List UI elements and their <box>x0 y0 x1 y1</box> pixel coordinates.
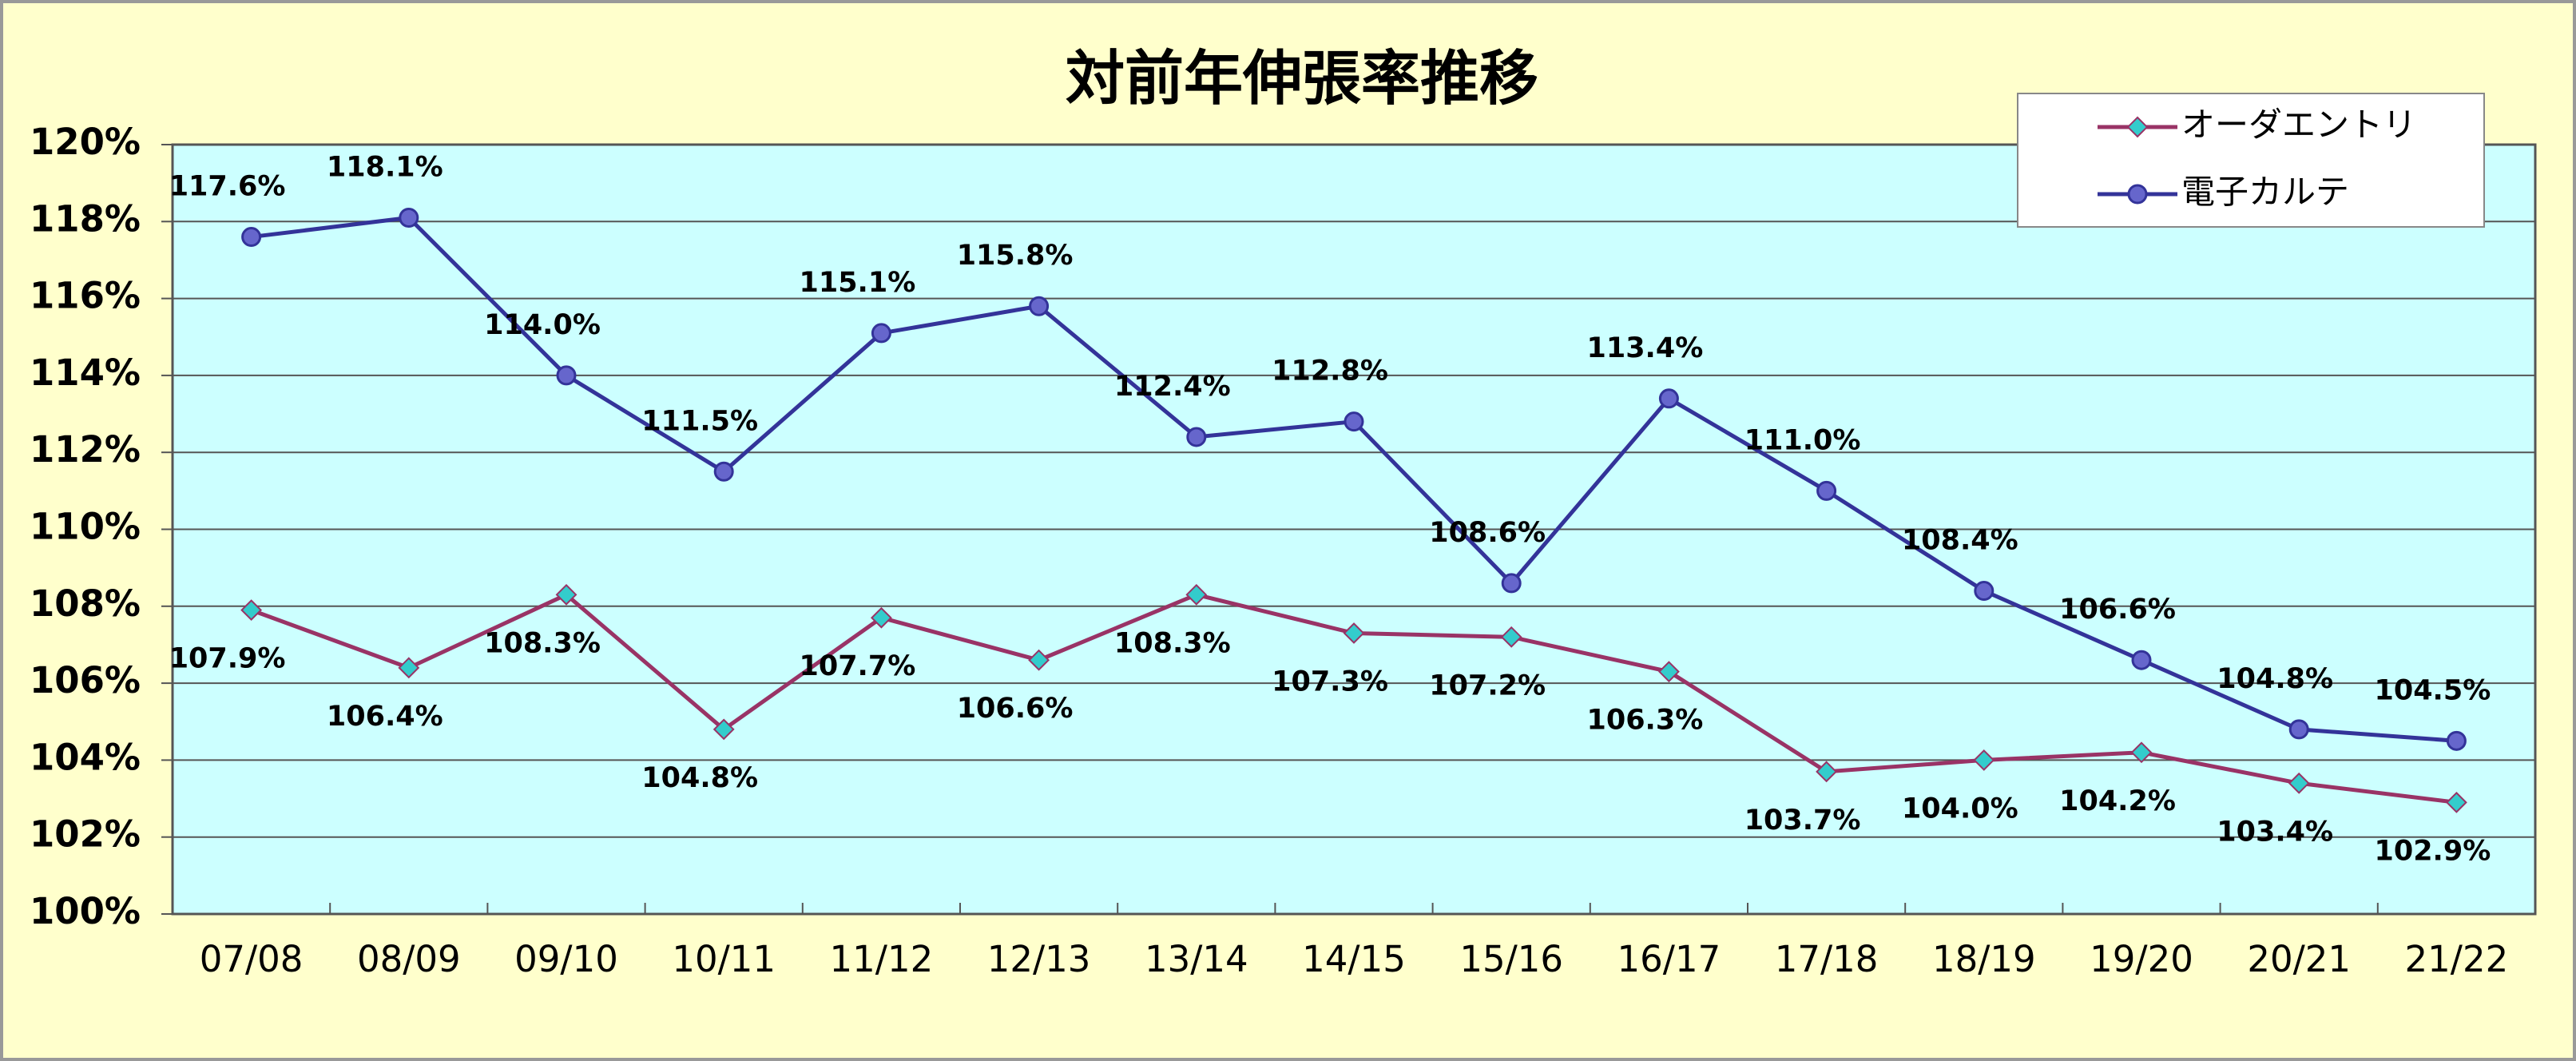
x-tick-label: 17/18 <box>1775 938 1879 980</box>
data-point <box>1186 427 1207 447</box>
data-label: 104.5% <box>2375 674 2491 706</box>
data-point <box>870 606 892 629</box>
data-label: 114.0% <box>484 309 601 341</box>
x-tick-label: 11/12 <box>830 938 934 980</box>
x-tick-label: 14/15 <box>1302 938 1406 980</box>
data-point <box>1816 761 1838 783</box>
data-label: 107.2% <box>1429 670 1546 701</box>
chart-title: 対前年伸張率推移 <box>1066 45 1538 113</box>
data-point <box>240 599 263 622</box>
data-label: 113.4% <box>1587 332 1704 364</box>
x-tick-label: 13/14 <box>1145 938 1248 980</box>
data-label: 111.5% <box>641 405 758 437</box>
y-tick-label: 118% <box>30 197 141 240</box>
data-label: 106.4% <box>327 701 443 733</box>
data-point <box>1028 649 1050 671</box>
data-point <box>1657 661 1680 683</box>
data-label: 115.8% <box>957 240 1074 272</box>
data-label: 118.1% <box>327 151 443 183</box>
legend-box <box>2017 93 2485 228</box>
x-tick-label: 15/16 <box>1459 938 1563 980</box>
data-point <box>712 718 735 741</box>
data-point <box>1974 581 1995 602</box>
legend-marker <box>2127 184 2148 205</box>
x-tick-label: 16/17 <box>1617 938 1721 980</box>
data-label: 108.3% <box>1114 627 1231 659</box>
x-tick-label: 10/11 <box>672 938 776 980</box>
y-tick-label: 116% <box>30 275 141 317</box>
data-point <box>2445 791 2467 813</box>
data-label: 104.8% <box>641 762 758 794</box>
data-point <box>1501 573 1522 594</box>
x-tick-label: 19/20 <box>2090 938 2193 980</box>
x-tick-label: 09/10 <box>514 938 618 980</box>
data-label: 117.6% <box>169 171 286 203</box>
data-label: 106.3% <box>1587 705 1704 737</box>
data-label: 103.4% <box>2217 816 2333 848</box>
data-point <box>1816 480 1837 501</box>
data-point <box>555 583 578 606</box>
data-point <box>241 227 262 248</box>
x-tick-label: 20/21 <box>2247 938 2351 980</box>
data-label: 112.8% <box>1272 356 1388 387</box>
data-point <box>398 657 420 679</box>
data-label: 115.1% <box>800 267 916 299</box>
data-point <box>1973 749 1995 771</box>
data-label: 103.7% <box>1744 805 1861 836</box>
y-tick-label: 106% <box>30 659 141 701</box>
x-tick-label: 08/09 <box>357 938 461 980</box>
legend-label: オーダエントリ <box>2181 105 2416 145</box>
y-tick-label: 104% <box>30 736 141 778</box>
data-point <box>556 365 577 386</box>
legend-label: 電子カルテ <box>2181 173 2349 212</box>
data-label: 104.2% <box>2059 785 2176 817</box>
data-point <box>1344 411 1364 432</box>
y-tick-label: 100% <box>30 890 141 932</box>
data-label: 108.6% <box>1429 517 1546 549</box>
data-label: 107.9% <box>169 643 286 675</box>
data-label: 106.6% <box>2059 594 2176 626</box>
data-label: 108.4% <box>1902 525 2018 557</box>
data-label: 107.7% <box>800 650 916 682</box>
data-point <box>2446 730 2467 751</box>
data-label: 104.0% <box>1902 793 2018 825</box>
data-point <box>2288 772 2310 794</box>
data-label: 106.6% <box>957 693 1074 725</box>
data-point <box>2130 741 2153 764</box>
y-tick-label: 102% <box>30 813 141 856</box>
y-tick-label: 108% <box>30 582 141 625</box>
data-point <box>1500 626 1522 648</box>
data-label: 102.9% <box>2375 835 2491 867</box>
data-label: 112.4% <box>1114 371 1231 403</box>
data-point <box>713 461 734 482</box>
x-tick-label: 12/13 <box>987 938 1091 980</box>
y-tick-label: 110% <box>30 506 141 548</box>
data-label: 104.8% <box>2217 663 2333 695</box>
data-point <box>1343 622 1365 644</box>
legend-marker <box>2126 116 2149 138</box>
data-point <box>2131 650 2152 670</box>
x-tick-label: 07/08 <box>200 938 304 980</box>
data-label: 108.3% <box>484 627 601 659</box>
y-tick-label: 112% <box>30 428 141 471</box>
y-tick-label: 114% <box>30 352 141 394</box>
plot-border <box>171 143 2537 916</box>
data-point <box>1185 583 1208 606</box>
data-point <box>399 207 419 228</box>
y-tick-label: 120% <box>30 121 141 163</box>
data-point <box>871 323 891 344</box>
x-tick-label: 18/19 <box>1932 938 2036 980</box>
data-point <box>2288 719 2309 740</box>
data-label: 111.0% <box>1744 424 1861 456</box>
data-point <box>1658 388 1679 409</box>
data-point <box>1029 296 1050 316</box>
data-label: 107.3% <box>1272 666 1388 698</box>
x-tick-label: 21/22 <box>2405 938 2509 980</box>
